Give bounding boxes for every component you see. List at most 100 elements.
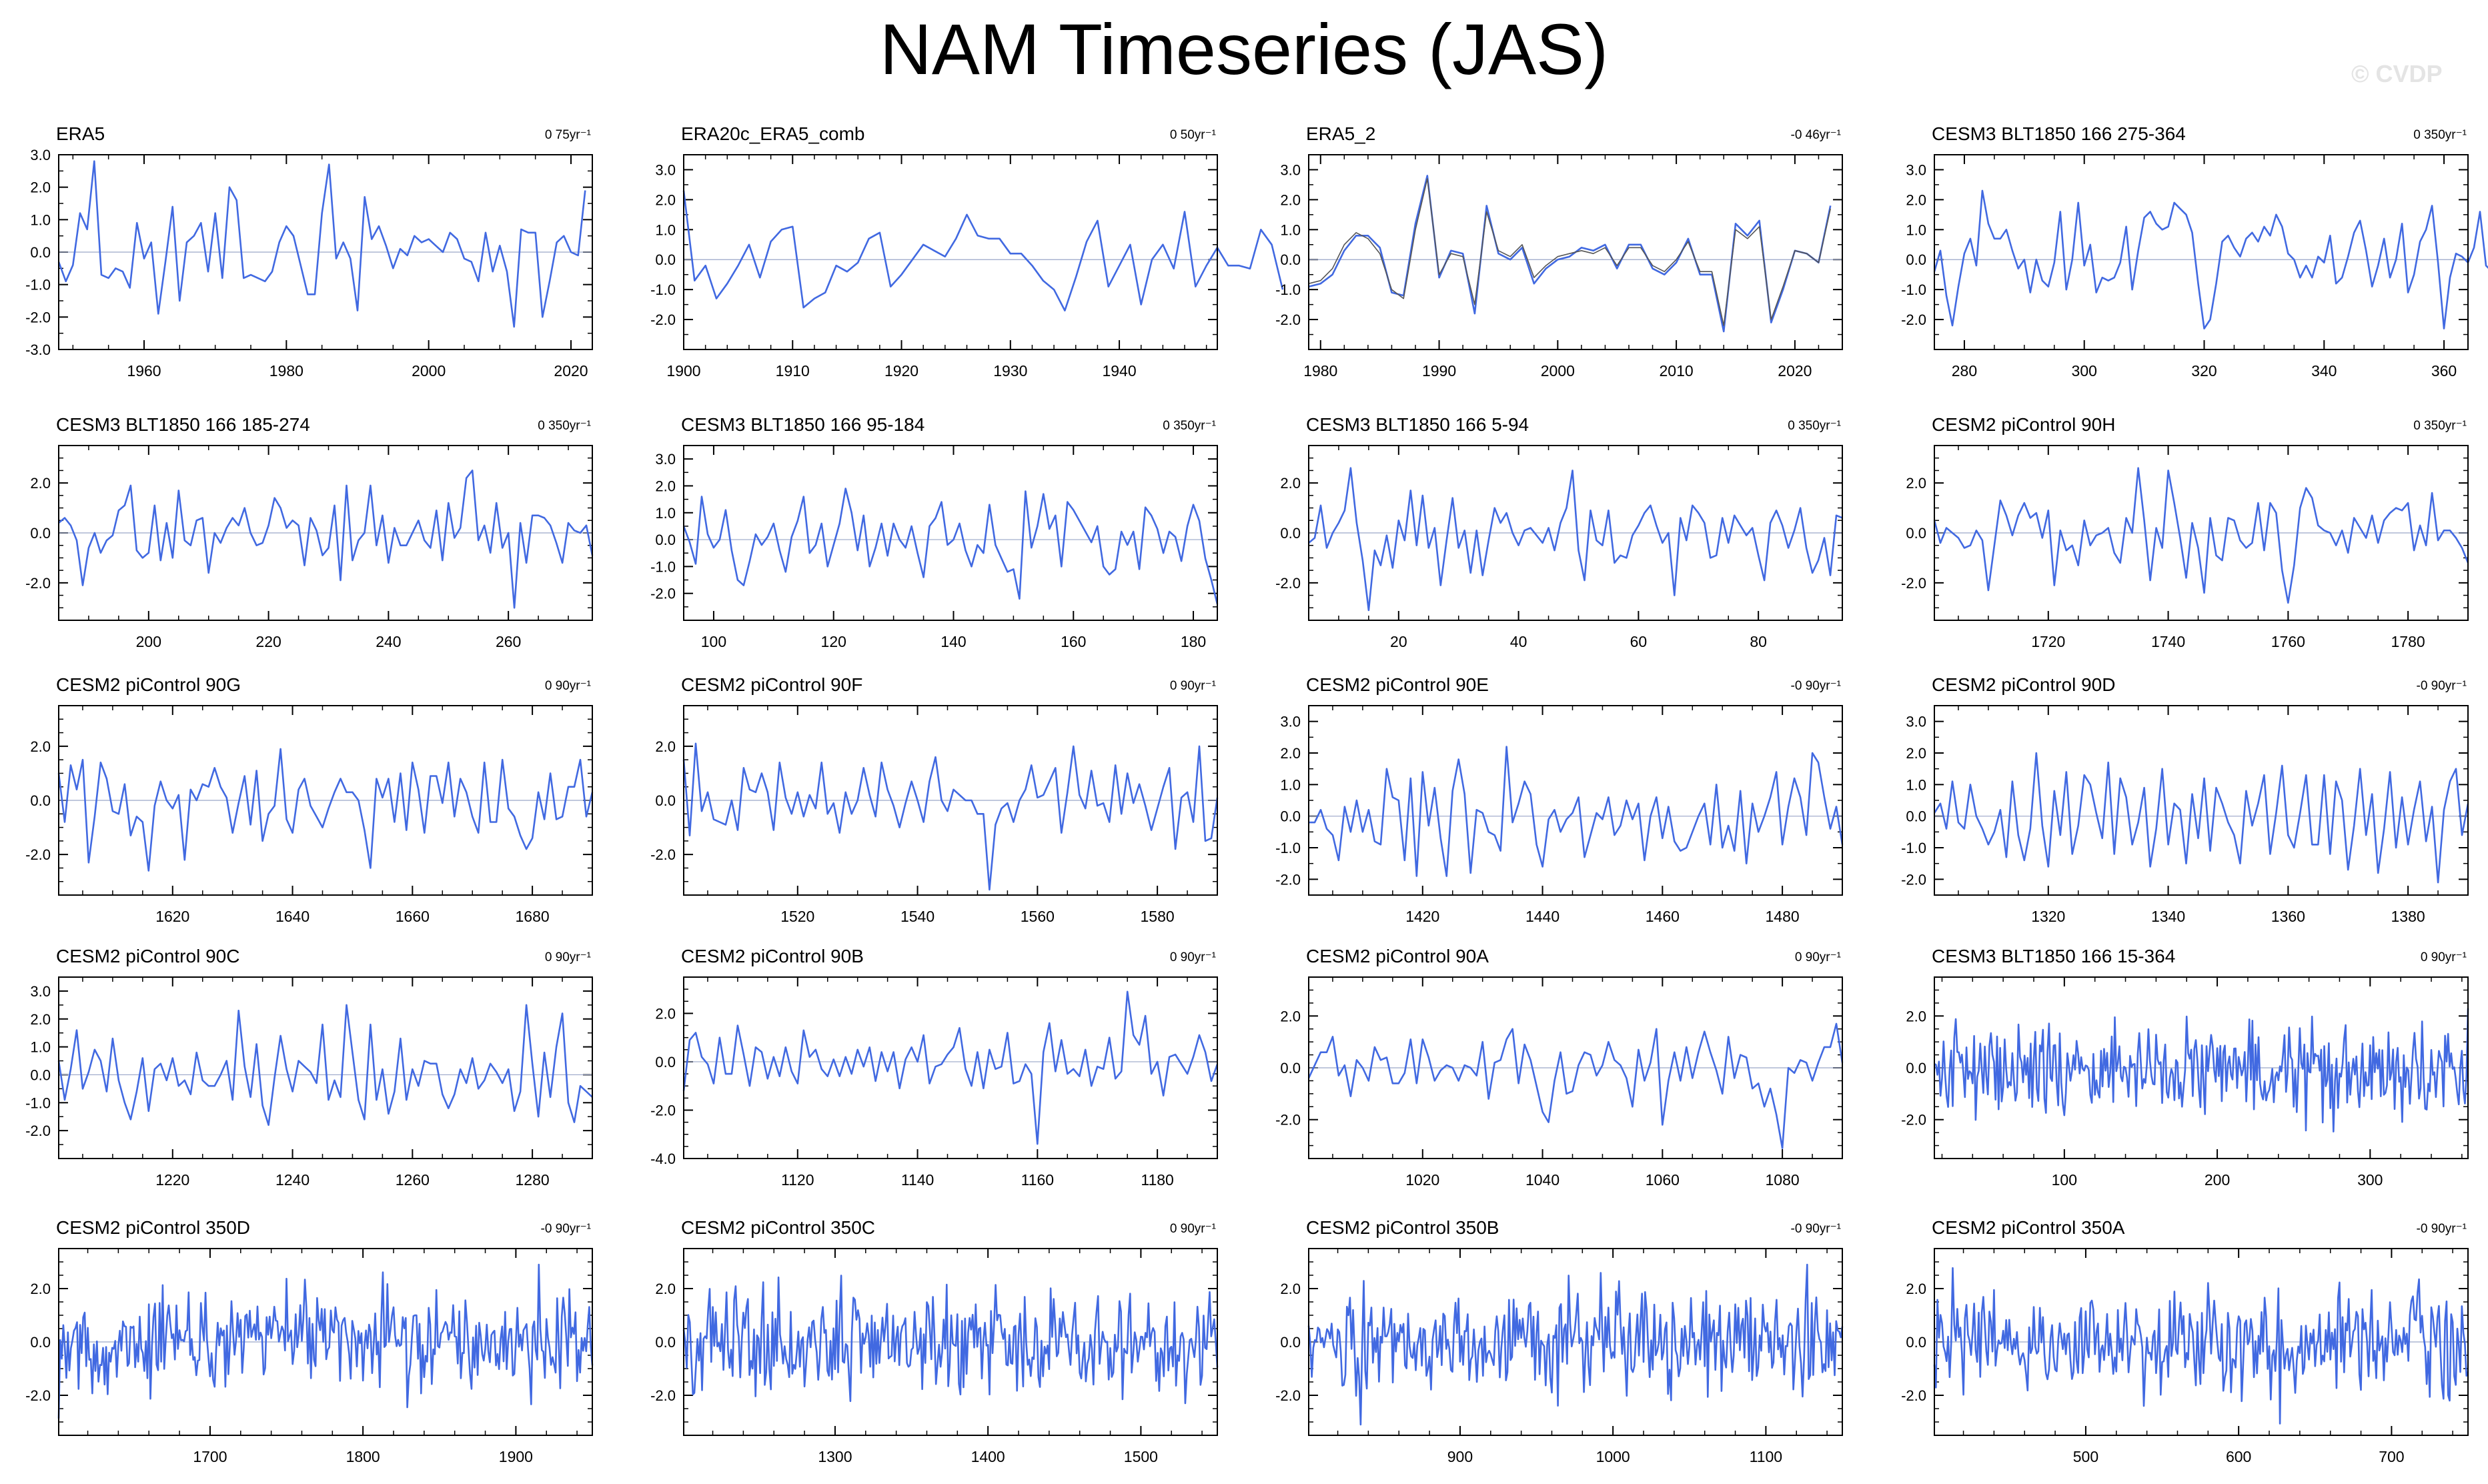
y-tick-label: 3.0: [1906, 714, 1926, 730]
y-tick-label: -1.0: [25, 1094, 51, 1111]
plot-frame: [683, 445, 1218, 621]
trend-label: -0 46yr⁻¹: [1791, 128, 1842, 142]
nam-series-line: [57, 1263, 594, 1419]
y-tick-label: -2.0: [650, 846, 676, 863]
y-tick-label: 0.0: [1906, 1060, 1926, 1076]
x-tick-label: 1000: [1596, 1448, 1630, 1465]
x-tick-label: 1400: [971, 1448, 1005, 1465]
x-tick-label: 160: [1061, 633, 1086, 650]
chart-panel: CESM3 BLT1850 166 5-94 0 350yr⁻¹ 2.0 0.0 -2.…: [1275, 414, 1843, 650]
x-tick-label: 140: [941, 633, 966, 650]
x-tick-label: 1640: [275, 908, 309, 925]
x-tick-label: 20: [1390, 633, 1407, 650]
x-tick-label: 120: [821, 633, 846, 650]
y-tick-label: 2.0: [1280, 191, 1301, 208]
x-tick-label: 1900: [499, 1448, 533, 1465]
x-tick-label: 1960: [127, 362, 161, 380]
panel-title: CESM3 BLT1850 166 95-184: [681, 414, 924, 435]
y-tick-label: -2.0: [650, 1387, 676, 1404]
y-tick-label: 2.0: [1906, 1281, 1926, 1297]
y-tick-label: -2.0: [1901, 1387, 1926, 1404]
x-tick-label: 1980: [269, 362, 303, 380]
plot-frame: [1934, 445, 2469, 621]
x-tick-label: 220: [255, 633, 281, 650]
y-tick-label: 0.0: [1280, 808, 1301, 825]
y-tick-label: -1.0: [1275, 281, 1301, 298]
x-tick-label: 1160: [1021, 1171, 1054, 1189]
y-tick-label: 2.0: [1906, 1008, 1926, 1024]
y-tick-label: 2.0: [1280, 1008, 1301, 1024]
x-tick-label: 1980: [1303, 362, 1337, 380]
x-tick-label: 1100: [1750, 1448, 1782, 1465]
x-tick-label: 1800: [346, 1448, 380, 1465]
x-tick-label: 360: [2431, 362, 2457, 380]
nam-series-line: [1933, 1267, 2469, 1425]
y-tick-label: 1.0: [1280, 776, 1301, 793]
plot-frame: [1934, 1248, 2469, 1436]
panel-title: CESM2 piControl 350D: [56, 1217, 250, 1238]
y-tick-label: -2.0: [1901, 871, 1926, 888]
x-tick-label: 1740: [2151, 633, 2185, 650]
x-tick-label: 1780: [2391, 633, 2425, 650]
x-tick-label: 1440: [1525, 908, 1560, 925]
x-tick-label: 2020: [554, 362, 588, 380]
x-tick-label: 1080: [1766, 1171, 1800, 1189]
y-tick-label: 0.0: [1280, 251, 1301, 268]
chart-panel: ERA5_2 -0 46yr⁻¹ 3.0 2.0 1.0 0.0 -1.0 -2.0 1980 1…: [1275, 123, 1843, 380]
x-tick-label: 80: [1750, 633, 1767, 650]
x-tick-label: 1060: [1646, 1171, 1680, 1189]
nam-series-line: [57, 748, 594, 872]
x-tick-label: 2020: [1778, 362, 1812, 380]
plot-frame: [683, 1248, 1218, 1436]
plot-frame: [1934, 705, 2469, 896]
x-tick-label: 1620: [155, 908, 189, 925]
x-tick-label: 100: [2052, 1171, 2077, 1189]
trend-label: 0 90yr⁻¹: [1170, 1222, 1216, 1236]
nam-series-line: [682, 990, 1219, 1145]
trend-label: 0 90yr⁻¹: [545, 950, 591, 964]
x-tick-label: 1990: [1422, 362, 1456, 380]
nam-series-line: [1307, 1022, 1844, 1149]
y-tick-label: 0.0: [1906, 251, 1926, 268]
x-tick-label: 1260: [396, 1171, 430, 1189]
plot-frame: [58, 154, 593, 350]
plot-frame: [1308, 445, 1843, 621]
x-tick-label: 1420: [1405, 908, 1439, 925]
x-tick-label: 2010: [1660, 362, 1694, 380]
y-tick-label: 3.0: [1280, 714, 1301, 730]
y-tick-label: 2.0: [1906, 745, 1926, 762]
x-tick-label: 300: [2357, 1171, 2383, 1189]
panel-title: CESM2 piControl 350B: [1306, 1217, 1499, 1238]
x-tick-label: 1660: [396, 908, 430, 925]
x-tick-label: 1120: [781, 1171, 814, 1189]
x-tick-label: 1300: [818, 1448, 852, 1465]
plot-frame: [58, 445, 593, 621]
y-tick-label: 0.0: [1906, 525, 1926, 542]
panel-title: ERA5: [56, 123, 105, 144]
x-tick-label: 1340: [2151, 908, 2185, 925]
plot-frame: [1308, 976, 1843, 1159]
nam-series-line: [682, 1275, 1219, 1405]
panel-title: CESM2 piControl 90D: [1932, 674, 2115, 695]
y-tick-label: 2.0: [1280, 1281, 1301, 1297]
y-tick-label: -2.0: [1901, 311, 1926, 328]
nam-series-line: [1309, 746, 1844, 877]
x-tick-label: 260: [496, 633, 521, 650]
trend-label: 0 75yr⁻¹: [545, 128, 591, 142]
cvdp-watermark: © CVDP: [2351, 60, 2443, 87]
y-tick-label: 3.0: [30, 983, 51, 1000]
x-tick-label: 1320: [2031, 908, 2065, 925]
x-tick-label: 1920: [884, 362, 918, 380]
y-tick-label: 1.0: [30, 211, 51, 228]
plot-frame: [58, 1248, 593, 1436]
trend-label: 0 90yr⁻¹: [1170, 950, 1216, 964]
y-tick-label: -2.0: [25, 1387, 51, 1404]
x-tick-label: 1540: [900, 908, 935, 925]
x-tick-label: 1020: [1405, 1171, 1439, 1189]
overlay-series-line: [1308, 178, 1831, 326]
x-tick-label: 1720: [2031, 633, 2065, 650]
chart-panel: CESM2 piControl 90C 0 90yr⁻¹ 3.0 2.0 1.0 0.0 -…: [25, 946, 593, 1189]
x-tick-label: 1520: [780, 908, 814, 925]
nam-series-line: [58, 470, 594, 609]
